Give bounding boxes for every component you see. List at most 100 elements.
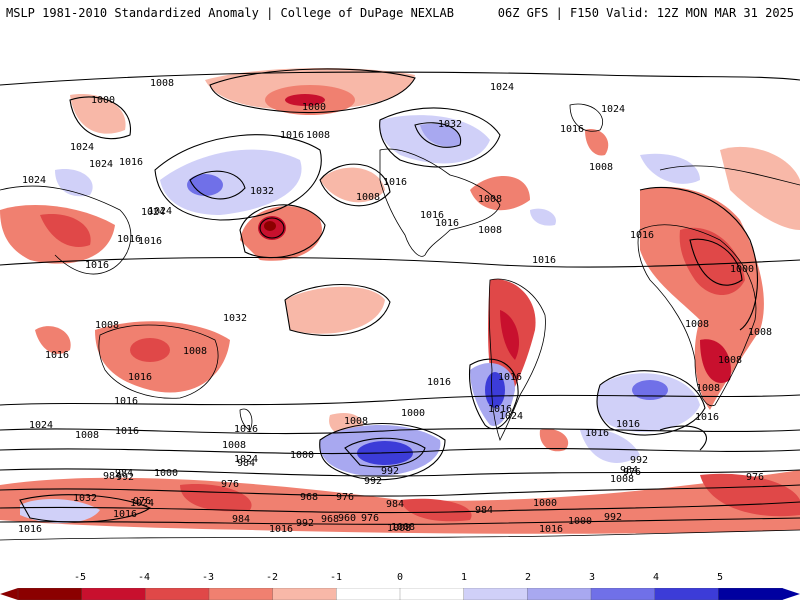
colorbar-segment — [272, 588, 337, 600]
colorbar-segment — [399, 588, 465, 600]
isobar-1016-tropics — [0, 256, 800, 268]
isobar-label: 1024 — [601, 104, 625, 115]
isobar-label: 1016 — [560, 124, 584, 135]
isobar-label: 1008 — [589, 162, 613, 173]
isobar-label: 1008 — [306, 130, 330, 141]
red-region-antarctic-core-1 — [180, 484, 252, 512]
colorbar-segment — [654, 588, 719, 600]
blue-region-south-atlantic — [597, 373, 700, 433]
red-region-east-us — [470, 176, 530, 211]
isobar-label: 976 — [746, 472, 764, 483]
isobar-label: 1000 — [154, 468, 178, 479]
isobar-label: 1000 — [290, 450, 314, 461]
model-run-info: 06Z GFS | F150 Valid: 12Z MON MAR 31 202… — [497, 6, 794, 20]
isobar-1032-canada — [414, 122, 462, 148]
isobar-label: 976 — [623, 467, 641, 478]
isobar-label: 968 — [300, 492, 318, 503]
colorbar-tick-label: -1 — [329, 572, 343, 583]
isobar-label: 1008 — [150, 78, 174, 89]
colorbar-tick-label: -2 — [265, 572, 279, 583]
isobars — [0, 68, 800, 525]
isobar-label: 1008 — [610, 474, 634, 485]
isobar-label: 984 — [386, 499, 404, 510]
isobar-label: 1016 — [383, 177, 407, 188]
isobar-label: 1000 — [91, 95, 115, 106]
isobar-label: 968 — [321, 514, 339, 525]
positive-anomaly-regions — [20, 115, 700, 524]
coastlines — [0, 103, 800, 541]
isobar-label: 976 — [133, 496, 151, 507]
isobar-label: 1016 — [117, 234, 141, 245]
isobar-label: 1008 — [183, 346, 207, 357]
isobar-label: 1032 — [73, 493, 97, 504]
map-title: MSLP 1981-2010 Standardized Anomaly | Co… — [6, 6, 454, 20]
coast-europe — [659, 165, 800, 186]
red-region-atlantic — [585, 129, 609, 156]
colorbar — [0, 588, 800, 600]
colorbar-tick-label: -3 — [201, 572, 215, 583]
isobar-label: 1016 — [18, 524, 42, 535]
red-region-africa — [640, 186, 764, 410]
colorbar-tick-label: 3 — [588, 572, 596, 583]
isobar-label: 1000 — [401, 408, 425, 419]
isobar-label: 976 — [361, 513, 379, 524]
isobar-label: 1024 — [130, 498, 154, 509]
isobar-1016-south — [0, 394, 800, 406]
header: MSLP 1981-2010 Standardized Anomaly | Co… — [0, 0, 800, 28]
isobar-1016-south-africa — [659, 425, 707, 451]
isobar-label: 1024 — [148, 206, 172, 217]
isobar-label: 1016 — [114, 396, 138, 407]
isobar-label: 1024 — [22, 175, 46, 186]
blue-region-atlantic-small — [530, 208, 556, 226]
isobar-label: 984 — [475, 505, 493, 516]
isobar-label: 1016 — [234, 424, 258, 435]
isobar-central-pacific-low — [259, 217, 285, 239]
blue-region-antarctic — [20, 498, 100, 524]
blue-region-canada-core — [420, 123, 461, 147]
isobar-label: 1008 — [356, 192, 380, 203]
red-region-indian-ocean — [35, 326, 71, 354]
red-region-andes — [500, 310, 520, 360]
isobar-label: 1024 — [70, 142, 94, 153]
blue-region-north-pacific — [160, 149, 302, 215]
isobar-1024-canada — [379, 107, 501, 168]
isobar-label: 1008 — [387, 523, 411, 534]
coast-asia — [0, 185, 132, 275]
isobar-label: 1016 — [585, 428, 609, 439]
colorbar-arrow-right — [782, 588, 800, 600]
isobar-label: 1016 — [695, 412, 719, 423]
colorbar-tick-label: -5 — [73, 572, 87, 583]
blue-region-south-atlantic-2 — [580, 428, 640, 463]
isobar-label: 1016 — [128, 372, 152, 383]
blue-region-argentina-core — [485, 372, 505, 408]
colorbar-tick-label: -4 — [137, 572, 151, 583]
colorbar-segment — [336, 588, 401, 600]
red-region-australia-core — [130, 338, 170, 362]
isobar-label: 1000 — [568, 516, 592, 527]
isobar-label: 1024 — [29, 420, 53, 431]
isobar-label: 1016 — [616, 419, 640, 430]
colorbar-segment — [17, 588, 83, 600]
red-region-africa-core — [679, 227, 745, 295]
isobar-label: 1032 — [223, 313, 247, 324]
isobar-976 — [0, 501, 800, 514]
coast-greenland — [569, 103, 603, 132]
colorbar-segment — [527, 588, 592, 600]
isobar-label: 992 — [630, 455, 648, 466]
isobar-label: 1024 — [141, 207, 165, 218]
coast-africa — [637, 224, 757, 407]
red-region-ne-pacific — [320, 167, 385, 203]
isobar-label: 976 — [336, 492, 354, 503]
isobar-label: 984 — [232, 514, 250, 525]
isobar-label: 1000 — [533, 498, 557, 509]
isobar-label: 984 — [237, 458, 255, 469]
isobar-label: 976 — [221, 479, 239, 490]
red-region-south-africa — [700, 339, 731, 384]
red-region-siberia — [70, 94, 126, 134]
colorbar-arrow-left — [0, 588, 18, 600]
isobar-1008-africa — [639, 186, 758, 331]
isobar-label: 1016 — [115, 426, 139, 437]
colorbar-tick-label: 4 — [652, 572, 660, 583]
isobar-label: 992 — [364, 476, 382, 487]
